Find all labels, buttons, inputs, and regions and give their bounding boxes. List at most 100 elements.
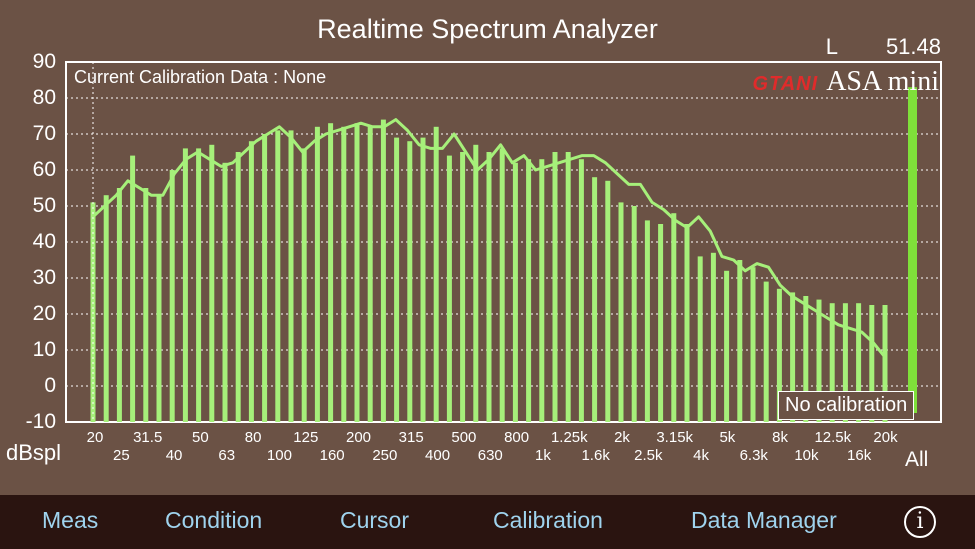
x-tick-label: 50 (192, 429, 209, 446)
spectrum-bar (763, 281, 769, 422)
spectrum-bar (856, 303, 862, 422)
x-tick-label: 315 (398, 429, 424, 446)
spectrum-bar (526, 159, 532, 422)
x-tick-label: 5k (719, 429, 736, 446)
x-tick-label: 1.25k (550, 429, 588, 446)
spectrum-bar (578, 159, 584, 422)
spectrum-bar (684, 224, 690, 422)
spectrum-bar (262, 134, 268, 422)
spectrum-line (91, 118, 887, 359)
spectrum-bar (288, 130, 294, 422)
spectrum-bar (394, 137, 400, 422)
spectrum-bar (103, 195, 109, 422)
spectrum-bar (328, 123, 334, 422)
spectrum-bar (446, 155, 452, 422)
all-bar (908, 87, 917, 413)
spectrum-bar (790, 292, 796, 422)
spectrum-bar (605, 180, 611, 422)
spectrum-bar (473, 144, 479, 423)
spectrum-bar (671, 213, 677, 422)
spectrum-bar (275, 130, 281, 422)
y-tick-label: 10 (32, 338, 56, 361)
y-tick-label: 0 (44, 374, 56, 397)
x-tick-label: 3.15k (656, 429, 694, 446)
x-tick-label: 1.6k (581, 447, 610, 464)
spectrum-bar (248, 141, 254, 422)
spectrum-bar (235, 152, 241, 422)
all-label: All (905, 448, 929, 471)
spectrum-bar (737, 260, 743, 422)
tab-cursor[interactable]: Cursor (340, 507, 410, 533)
tab-data-manager[interactable]: Data Manager (691, 507, 837, 533)
brand-logo-text: GTANI (752, 73, 819, 95)
y-tick-label: -10 (25, 410, 56, 433)
calibration-info: Current Calibration Data : None (74, 67, 327, 87)
x-tick-label: 2.5k (634, 447, 663, 464)
channel-label: L (825, 34, 838, 59)
spectrum-chart[interactable] (0, 0, 975, 495)
brand-model: ASA mini (826, 66, 939, 97)
spectrum-bar (776, 288, 782, 422)
spectrum-bar (499, 148, 505, 422)
spectrum-bar (460, 152, 466, 422)
spectrum-bar (341, 126, 347, 423)
y-tick-label: 20 (32, 302, 56, 325)
spectrum-bar (631, 206, 637, 422)
brand-logo: GTANI ASA mini (752, 66, 939, 98)
spectrum-bar (644, 220, 650, 422)
spectrum-bar (829, 303, 835, 422)
tab-meas[interactable]: Meas (42, 507, 99, 533)
spectrum-bar (222, 162, 228, 423)
bottom-tab-bar: Meas Condition Cursor Calibration Data M… (0, 495, 975, 549)
x-tick-label: 25 (113, 447, 130, 464)
spectrum-bar (143, 188, 149, 422)
spectrum-bar (565, 152, 571, 422)
x-tick-label: 63 (218, 447, 236, 464)
spectrum-bar (130, 155, 136, 422)
y-tick-label: 40 (32, 230, 56, 253)
spectrum-bar (301, 148, 307, 422)
x-tick-label: 160 (319, 447, 345, 464)
spectrum-bar (512, 162, 518, 423)
x-tick-label: 1k (535, 447, 551, 464)
spectrum-bar (407, 141, 413, 422)
spectrum-bar (552, 152, 558, 422)
spectrum-bar (380, 119, 386, 422)
spectrum-bar (209, 144, 215, 423)
y-tick-label: 60 (32, 158, 56, 181)
x-tick-label: 10k (794, 447, 819, 464)
level-readout: L 51.48 (826, 34, 941, 60)
x-tick-label: 250 (372, 447, 398, 464)
spectrum-bar (314, 126, 320, 423)
spectrum-bar (367, 126, 373, 423)
app-title: Realtime Spectrum Analyzer (317, 14, 658, 44)
spectrum-bar (420, 137, 426, 422)
spectrum-bar (750, 267, 756, 422)
y-tick-label: 50 (32, 194, 56, 217)
x-tick-label: 200 (345, 429, 372, 446)
spectrum-bar (592, 177, 598, 422)
x-tick-label: 6.3k (739, 447, 768, 464)
spectrum-bar (882, 305, 888, 422)
x-tick-label: 20 (86, 429, 104, 446)
x-tick-label: 16k (847, 447, 872, 464)
tab-calibration[interactable]: Calibration (493, 507, 603, 533)
x-tick-label: 8k (772, 429, 789, 446)
x-tick-label: 800 (504, 429, 530, 446)
y-tick-label: 30 (32, 266, 56, 289)
spectrum-bar (486, 152, 492, 422)
spectrum-bar (433, 126, 439, 423)
y-tick-label: 90 (32, 50, 56, 73)
spectrum-bar (182, 148, 188, 422)
y-tick-label: 80 (32, 86, 56, 109)
tab-condition[interactable]: Condition (165, 507, 263, 533)
spectrum-bar (354, 123, 360, 422)
info-icon[interactable]: i (904, 506, 936, 538)
x-tick-label: 20k (873, 429, 898, 446)
spectrum-bar (869, 305, 875, 422)
x-tick-label: 4k (693, 447, 709, 464)
x-tick-label: 100 (266, 447, 292, 464)
spectrum-bar (618, 202, 624, 422)
spectrum-bar (539, 159, 545, 422)
x-tick-label: 2k (614, 429, 630, 446)
